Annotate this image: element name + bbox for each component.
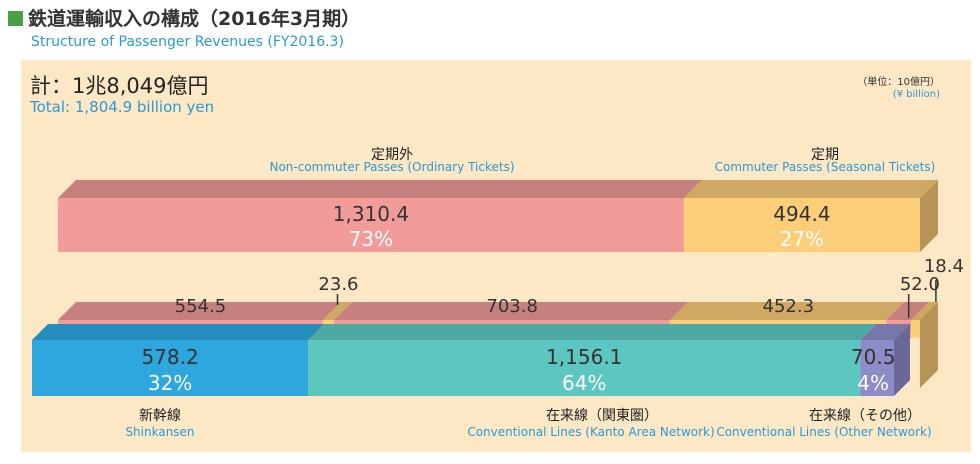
kanto-commuter-bar-top-face	[670, 302, 905, 320]
kanto-label-english: Conventional Lines (Kanto Area Network)	[467, 425, 715, 439]
other-commuter-bar-top-face	[911, 302, 938, 320]
other-label-english: Conventional Lines (Other Network)	[716, 425, 932, 439]
breakdown-bar-side-face	[919, 302, 938, 388]
other-bar	[860, 340, 894, 396]
title-square-icon	[8, 11, 23, 26]
other-label: 在来線（その他）	[809, 408, 921, 424]
shinkansen-commuter-bar-top-face	[322, 302, 353, 320]
shinkansen-value-label: 578.2	[141, 345, 198, 369]
commuter-bar	[683, 198, 920, 252]
unit-label-english: (¥ billion)	[892, 89, 940, 100]
kanto-noncommuter-value-label: 703.8	[486, 296, 538, 317]
other-noncommuter-value-label: 52.0	[900, 274, 940, 295]
other-bar-side-face	[894, 324, 910, 396]
commuter-bar-top-face	[683, 180, 938, 198]
kanto-commuter-value-label: 452.3	[763, 296, 815, 317]
noncommuter-bar-top-face	[58, 180, 702, 198]
other-bar-top-face	[860, 324, 910, 340]
total-label-english: Total: 1,804.9 billion yen	[30, 98, 215, 116]
shinkansen-bar-top-face	[32, 324, 325, 340]
other-commuter-bar	[911, 320, 920, 338]
noncommuter-label-english: Non-commuter Passes (Ordinary Tickets)	[269, 160, 515, 174]
noncommuter-label: 定期外	[371, 147, 413, 163]
shinkansen-label-english: Shinkansen	[125, 425, 195, 439]
shinkansen-noncommuter-value-label: 554.5	[175, 296, 227, 317]
commuter-label-english: Commuter Passes (Seasonal Tickets)	[714, 160, 936, 174]
commuter-value-label: 494.4	[773, 202, 830, 226]
shinkansen-percent-label: 32%	[148, 371, 192, 395]
chart-title-text: 鉄道運輸収入の構成（2016年3月期）	[28, 8, 361, 30]
total-label: 計：1兆8,049億円	[30, 74, 209, 98]
chart-title: 鉄道運輸収入の構成（2016年3月期）	[8, 4, 360, 31]
shinkansen-label: 新幹線	[139, 408, 181, 424]
other-percent-label: 4%	[857, 371, 889, 395]
noncommuter-percent-label: 73%	[349, 227, 393, 251]
shinkansen-bar	[32, 340, 309, 396]
commuter-bar-side-face	[920, 180, 938, 252]
chart-title-english: Structure of Passenger Revenues (FY2016.…	[31, 34, 344, 50]
noncommuter-bar	[58, 198, 684, 252]
kanto-bar	[308, 340, 861, 396]
kanto-percent-label: 64%	[562, 371, 606, 395]
other-commuter-value-label: 18.4	[924, 256, 964, 277]
kanto-bar-top-face	[308, 324, 877, 340]
other-noncommuter-bar-top-face	[886, 302, 930, 320]
commuter-percent-label: 27%	[780, 227, 824, 251]
kanto-value-label: 1,156.1	[546, 345, 622, 369]
kanto-label: 在来線（関東圏）	[546, 408, 658, 424]
shinkansen-noncommuter-bar-top-face	[58, 302, 341, 320]
noncommuter-value-label: 1,310.4	[333, 202, 409, 226]
kanto-noncommuter-bar-top-face	[334, 302, 689, 320]
unit-label: （単位：10億円）	[857, 77, 940, 88]
shinkansen-commuter-value-label: 23.6	[318, 274, 358, 295]
other-value-label: 70.5	[851, 345, 896, 369]
commuter-label: 定期	[811, 147, 839, 163]
